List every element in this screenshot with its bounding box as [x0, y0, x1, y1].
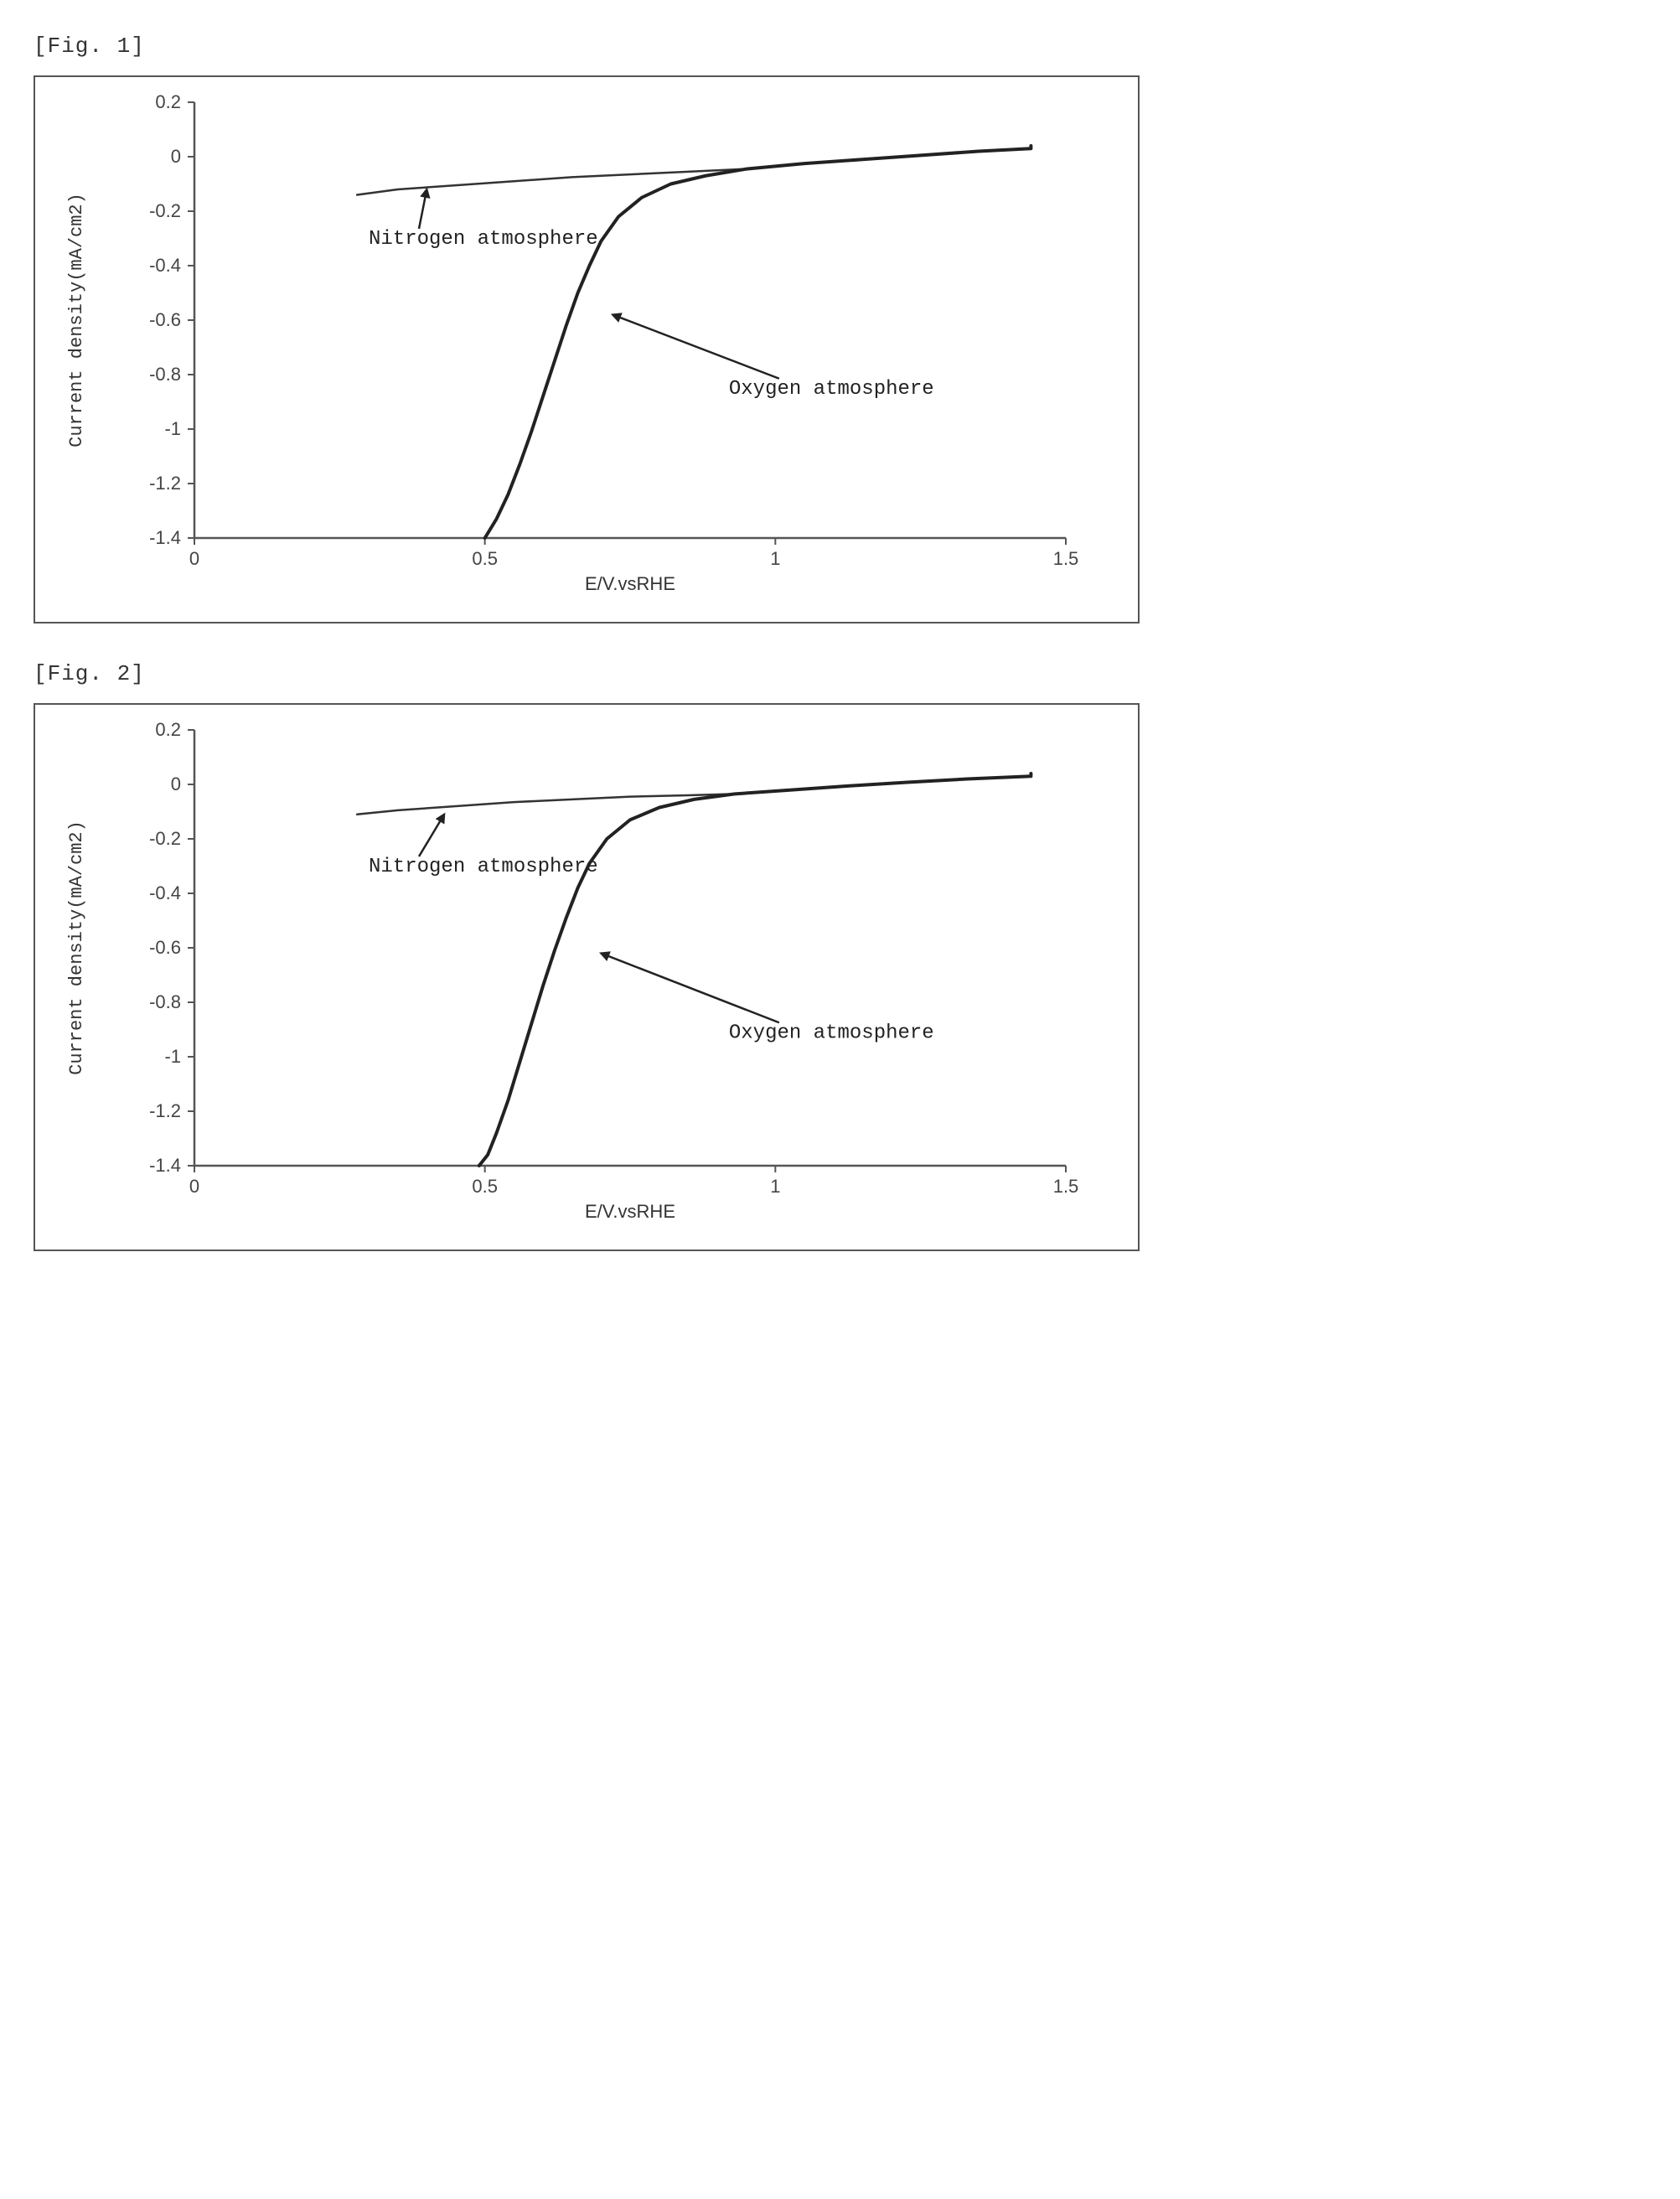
annotation-text: Oxygen atmosphere: [729, 378, 934, 401]
y-tick-label: -0.6: [149, 309, 181, 330]
y-tick-label: -0.2: [149, 828, 181, 849]
x-tick-label: 1.5: [1053, 548, 1079, 569]
annotation-text: Nitrogen atmosphere: [369, 228, 598, 251]
x-tick-label: 0: [189, 1176, 199, 1197]
x-tick-label: 0: [189, 548, 199, 569]
y-tick-label: 0: [171, 146, 181, 167]
chart-svg: 0.2 0 -0.2 -0.4 -0.6 -0.8 -1 -1.2 -1.4 0 0.5 1 1.5 E/…: [44, 85, 1099, 605]
x-axis-label: E/V.vsRHE: [585, 1201, 675, 1222]
x-tick-label: 1: [770, 548, 780, 569]
series-line: [357, 169, 747, 195]
annotation-text: Nitrogen atmosphere: [369, 856, 598, 878]
x-tick-label: 1: [770, 1176, 780, 1197]
annotation-arrow: [419, 189, 426, 229]
y-tick-label: -0.2: [149, 200, 181, 221]
y-tick-label: -0.4: [149, 255, 181, 276]
figure-label: [Fig. 1]: [34, 34, 1646, 59]
x-tick-label: 0.5: [472, 548, 498, 569]
series-line: [479, 774, 1031, 1166]
y-tick-label: -1: [164, 1046, 181, 1067]
y-tick-label: -0.6: [149, 937, 181, 958]
chart-frame: 0.2 0 -0.2 -0.4 -0.6 -0.8 -1 -1.2 -1.4 0 0.5 1 1.5 E/…: [34, 703, 1140, 1251]
annotation-arrow: [419, 815, 444, 856]
series-line: [485, 146, 1031, 538]
y-tick-label: 0.2: [155, 91, 181, 112]
chart-frame: 0.2 0 -0.2 -0.4 -0.6 -0.8 -1 -1.2 -1.4 0 0.5 1 1.5 E/…: [34, 75, 1140, 623]
annotation-arrow: [601, 954, 779, 1023]
y-tick-label: -1: [164, 418, 181, 439]
y-tick-label: -1.2: [149, 473, 181, 494]
x-axis-label: E/V.vsRHE: [585, 573, 675, 594]
y-tick-label: -1.2: [149, 1100, 181, 1121]
y-tick-label: -0.8: [149, 991, 181, 1012]
y-tick-label: 0.2: [155, 719, 181, 740]
y-tick-label: 0: [171, 774, 181, 794]
figure-label: [Fig. 2]: [34, 661, 1646, 686]
chart-svg: 0.2 0 -0.2 -0.4 -0.6 -0.8 -1 -1.2 -1.4 0 0.5 1 1.5 E/…: [44, 713, 1099, 1233]
chart: 0.2 0 -0.2 -0.4 -0.6 -0.8 -1 -1.2 -1.4 0 0.5 1 1.5 E/…: [44, 85, 1121, 605]
y-tick-label: -1.4: [149, 527, 181, 548]
x-tick-label: 0.5: [472, 1176, 498, 1197]
chart: 0.2 0 -0.2 -0.4 -0.6 -0.8 -1 -1.2 -1.4 0 0.5 1 1.5 E/…: [44, 713, 1121, 1233]
axes: [194, 102, 1066, 538]
annotation-arrow: [613, 315, 779, 379]
annotation-text: Oxygen atmosphere: [729, 1022, 934, 1044]
y-tick-label: -0.4: [149, 882, 181, 903]
x-tick-label: 1.5: [1053, 1176, 1079, 1197]
y-tick-label: -1.4: [149, 1155, 181, 1176]
y-axis-label: Current density(mA/cm2): [66, 193, 87, 448]
axes: [194, 730, 1066, 1166]
y-tick-label: -0.8: [149, 364, 181, 385]
y-axis-label: Current density(mA/cm2): [66, 820, 87, 1075]
